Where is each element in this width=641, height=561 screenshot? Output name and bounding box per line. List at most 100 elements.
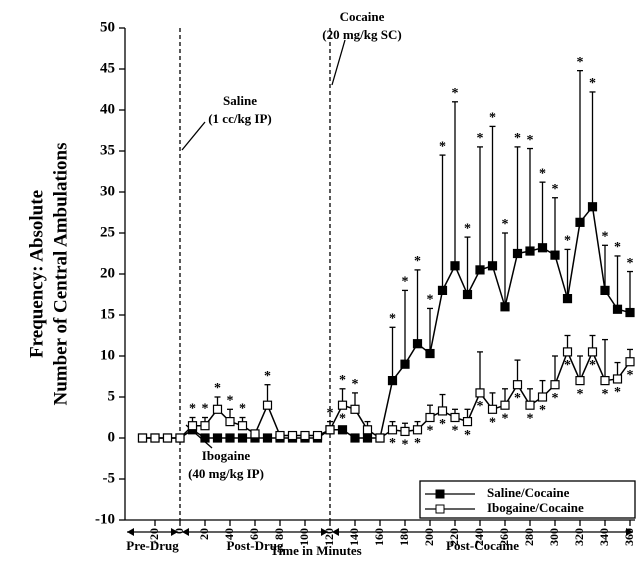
data-point [475,388,485,398]
data-point [425,348,435,359]
data-point [450,261,460,271]
data-point [350,433,360,443]
data-point [225,433,235,443]
legend-label: Ibogaine/Cocaine [487,500,584,515]
significance-marker: * [489,416,496,431]
data-point [475,265,485,275]
x-tick-label: 200 [422,528,436,546]
x-axis-label: Time in Minutes [270,543,362,558]
significance-marker: * [402,438,409,453]
significance-marker: * [464,428,471,443]
y-tick-label: 45 [100,60,115,76]
significance-marker: * [414,254,421,269]
significance-marker: * [264,369,271,384]
data-point [225,417,235,427]
significance-marker: * [339,411,346,426]
data-point [575,217,585,227]
data-point [562,294,573,304]
x-tick-label: 320 [572,528,586,546]
significance-marker: * [214,381,221,396]
significance-marker: * [614,385,621,400]
data-point [562,347,573,357]
significance-marker: * [502,411,509,426]
y-tick-label: 35 [100,142,115,158]
y-tick-label: 10 [100,347,115,363]
x-tick-label: 300 [547,528,561,546]
data-point [587,347,598,357]
phase-label: Post-Cocaine [446,538,519,553]
significance-marker: * [389,312,396,327]
significance-marker: * [514,391,521,406]
data-point [212,404,223,414]
legend-marker [435,504,445,514]
significance-marker: * [527,411,534,426]
data-point [137,433,148,443]
significance-marker: * [627,368,634,383]
data-point [512,248,523,259]
significance-marker: * [389,436,396,451]
significance-marker: * [552,391,559,406]
data-point [437,406,448,416]
y-tick-label: 50 [100,19,115,35]
data-point [612,304,623,314]
annotation: (1 cc/kg IP) [208,111,272,126]
significance-marker: * [527,133,534,148]
data-point [537,392,548,402]
data-point [487,261,498,271]
annotation: Ibogaine [202,448,251,463]
data-point [600,376,610,386]
data-point [600,285,610,295]
x-tick-label: 160 [372,528,386,546]
significance-marker: * [427,293,434,308]
significance-marker: * [327,406,334,421]
y-tick-label: -5 [103,470,116,486]
y-tick-label: 40 [100,101,115,117]
significance-marker: * [539,403,546,418]
significance-marker: * [339,373,346,388]
significance-marker: * [502,217,509,232]
significance-marker: * [427,424,434,439]
data-point [425,412,435,423]
significance-marker: * [602,387,609,402]
significance-marker: * [202,402,209,417]
annotation-line [181,121,206,151]
data-point [175,433,185,443]
significance-marker: * [614,240,621,255]
data-point [525,400,535,410]
data-point [625,357,635,367]
y-tick-label: 30 [100,183,115,199]
x-tick-label: 180 [397,528,411,546]
data-point [187,421,198,431]
significance-marker: * [452,424,459,439]
significance-marker: * [464,221,471,236]
significance-marker: * [414,436,421,451]
series-line [142,204,631,439]
x-tick-label: 40 [222,528,236,540]
data-point [337,425,348,435]
annotation: Saline [223,93,257,108]
x-tick-label: 0 [172,528,186,534]
y-axis-label: Frequency: Absolute [26,190,47,358]
significance-marker: * [577,387,584,402]
data-point [462,289,473,300]
data-point [550,250,560,260]
x-tick-label: 20 [197,528,211,540]
data-point [162,433,173,443]
annotation: Cocaine [340,9,385,24]
data-point [275,430,285,441]
data-point [400,426,410,437]
data-point [350,404,360,414]
data-point [200,421,210,431]
data-point [362,425,373,435]
y-tick-label: -10 [95,511,115,527]
data-point [212,433,223,443]
data-point [150,433,160,443]
annotation: (20 mg/kg SC) [322,27,401,42]
data-point [312,430,323,441]
data-point [487,404,498,414]
data-point [362,433,373,443]
significance-marker: * [439,417,446,432]
significance-marker: * [564,234,571,249]
data-point [500,400,510,410]
